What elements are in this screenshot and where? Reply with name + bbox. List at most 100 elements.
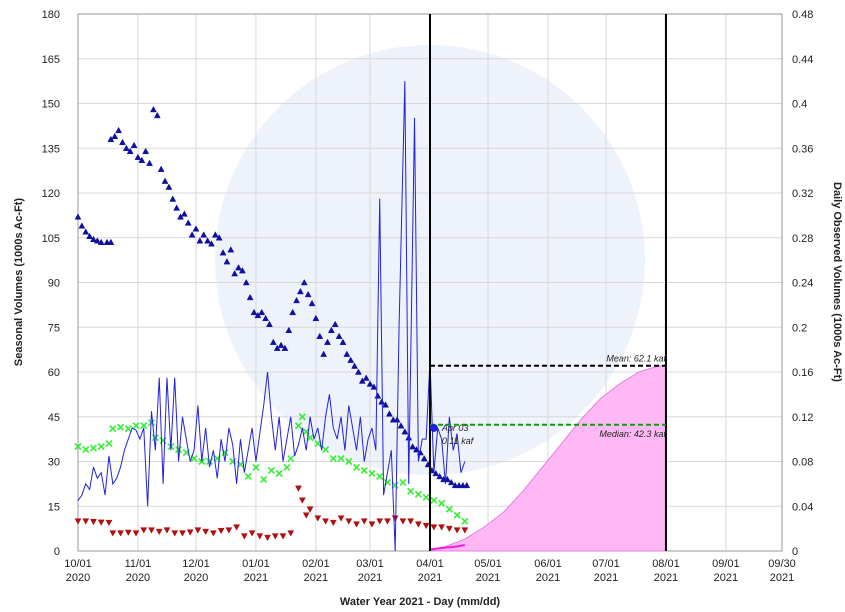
series-line (77, 81, 466, 552)
marker (82, 446, 90, 454)
marker (316, 332, 324, 339)
y-tick-label: 105 (42, 233, 60, 245)
marker (453, 527, 461, 534)
marker (345, 518, 353, 525)
y-tick-label: 120 (42, 188, 60, 200)
marker (353, 521, 360, 528)
marker (223, 258, 231, 265)
marker (300, 278, 308, 286)
marker (277, 341, 285, 348)
marker (347, 356, 355, 363)
y2-tick-label: 0.36 (792, 143, 813, 155)
marker (153, 111, 161, 119)
marker (252, 463, 260, 472)
marker (293, 296, 300, 304)
marker (351, 362, 358, 369)
marker (384, 518, 391, 525)
marker (298, 413, 306, 421)
y2-axis-title: Daily Observed Volumes (1000s Ac-Ft) (831, 182, 843, 382)
marker (337, 515, 345, 522)
marker (204, 237, 212, 244)
marker (407, 487, 415, 495)
marker (250, 308, 258, 316)
marker (155, 528, 163, 536)
marker (414, 521, 422, 528)
marker (140, 422, 148, 430)
marker (409, 443, 417, 450)
marker (275, 469, 283, 477)
marker (401, 428, 409, 435)
marker (355, 368, 362, 375)
marker (447, 478, 455, 486)
marker (461, 517, 469, 525)
marker (368, 521, 376, 528)
marker (134, 153, 142, 160)
y2-tick-label: 0.12 (792, 412, 813, 424)
marker (385, 410, 393, 417)
marker (126, 147, 134, 154)
marker (436, 472, 444, 480)
marker (329, 519, 337, 527)
x-tick-label: 01/01 2021 (242, 558, 270, 584)
marker (208, 240, 215, 247)
marker (302, 512, 310, 519)
marker (430, 496, 438, 504)
marker (324, 338, 331, 345)
marker (339, 338, 347, 345)
marker (343, 350, 351, 357)
marker (262, 314, 270, 322)
marker (322, 518, 329, 525)
marker (188, 231, 196, 238)
marker (78, 222, 86, 229)
y2-tick-label: 0.04 (792, 501, 813, 513)
y2-tick-label: 0.08 (792, 457, 813, 469)
y2-tick-label: 0.16 (792, 367, 813, 379)
marker (151, 434, 159, 442)
marker (169, 195, 177, 202)
marker (370, 383, 378, 390)
marker (225, 527, 233, 534)
marker (246, 293, 254, 301)
marker (116, 423, 125, 431)
marker (438, 524, 446, 531)
marker (122, 144, 130, 151)
marker (215, 234, 223, 241)
marker (115, 126, 123, 134)
marker (306, 506, 314, 513)
marker (148, 527, 155, 534)
marker (97, 443, 105, 451)
marker (295, 485, 302, 492)
marker (414, 490, 422, 498)
marker (124, 425, 132, 433)
y-tick-label: 30 (48, 457, 60, 469)
marker (248, 530, 256, 537)
marker (264, 534, 271, 542)
marker (378, 398, 386, 405)
y2-tick-label: 0.4 (792, 99, 807, 111)
marker (312, 314, 320, 322)
marker (258, 308, 266, 316)
marker (157, 165, 165, 172)
x-axis-title: Water Year 2021 - Day (mm/dd) (340, 596, 501, 608)
x-tick-label: 10/01 2020 (64, 558, 92, 584)
y2-tick-label: 0.2 (792, 322, 807, 334)
marker (150, 105, 157, 113)
marker (240, 533, 248, 540)
marker (132, 530, 140, 537)
marker (283, 463, 291, 472)
x-tick-label: 05/01 2021 (474, 558, 502, 584)
annotation-label: 0.11 kaf (442, 436, 475, 446)
y-tick-label: 15 (48, 501, 60, 513)
marker (279, 533, 287, 540)
marker (90, 235, 97, 242)
marker (175, 446, 183, 454)
marker (211, 231, 219, 238)
marker (430, 524, 438, 531)
marker (420, 454, 428, 462)
marker (463, 481, 471, 489)
marker (329, 454, 337, 463)
marker (209, 530, 217, 537)
x-tick-label: 04/01 2021 (416, 558, 444, 584)
y-tick-label: 135 (42, 143, 60, 155)
